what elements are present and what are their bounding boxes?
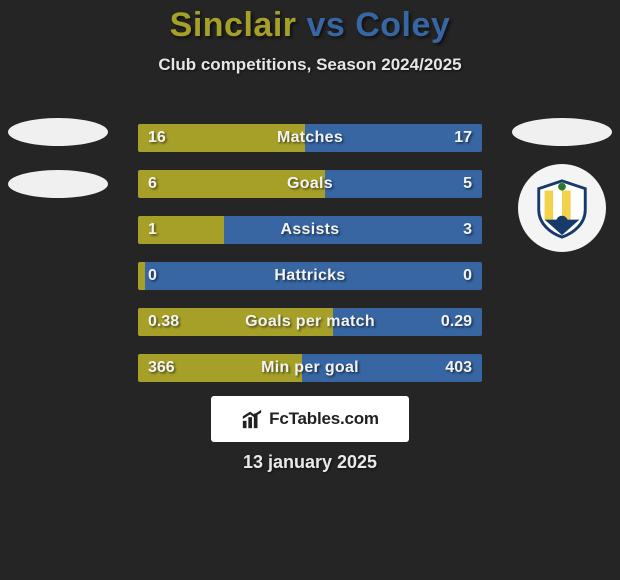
stat-value-left: 366: [148, 354, 175, 382]
title-player-1: Sinclair: [170, 6, 297, 44]
shield-icon: [531, 177, 593, 239]
stat-value-left: 6: [148, 170, 157, 198]
comparison-bars: 16 17 Matches 6 5 Goals 1 3 Assists 0 0 Hattricks 0.…: [138, 124, 482, 400]
stat-label: Goals: [287, 170, 333, 198]
stat-bar-left: [138, 262, 145, 290]
right-avatar-column: [512, 118, 612, 252]
stat-value-right: 0.29: [441, 308, 472, 336]
stat-label: Hattricks: [274, 262, 345, 290]
player-photo-placeholder: [8, 118, 108, 146]
stat-row: 0 0 Hattricks: [138, 262, 482, 290]
page-title: Sinclair vs Coley: [0, 0, 620, 45]
site-badge[interactable]: FcTables.com: [211, 396, 409, 442]
stat-value-right: 0: [463, 262, 472, 290]
title-player-2: Coley: [355, 6, 450, 44]
stat-label: Assists: [280, 216, 339, 244]
stat-value-right: 5: [463, 170, 472, 198]
left-avatar-column: [8, 118, 108, 198]
title-vs: vs: [306, 6, 345, 44]
stat-value-left: 0: [148, 262, 157, 290]
stat-row: 6 5 Goals: [138, 170, 482, 198]
site-name: FcTables.com: [269, 409, 379, 429]
stat-value-left: 0.38: [148, 308, 179, 336]
club-crest: [518, 164, 606, 252]
stat-row: 1 3 Assists: [138, 216, 482, 244]
bar-chart-icon: [241, 408, 263, 430]
stat-value-right: 403: [445, 354, 472, 382]
player-photo-placeholder: [512, 118, 612, 146]
stat-bar-right: [224, 216, 482, 244]
stat-value-right: 17: [454, 124, 472, 152]
stat-value-left: 16: [148, 124, 166, 152]
stat-bar-right: [325, 170, 482, 198]
stat-label: Goals per match: [245, 308, 375, 336]
stat-row: 366 403 Min per goal: [138, 354, 482, 382]
snapshot-date: 13 january 2025: [243, 452, 377, 473]
stat-row: 0.38 0.29 Goals per match: [138, 308, 482, 336]
stat-value-right: 3: [463, 216, 472, 244]
stat-label: Matches: [277, 124, 343, 152]
stat-label: Min per goal: [261, 354, 359, 382]
stat-value-left: 1: [148, 216, 157, 244]
club-logo-placeholder: [8, 170, 108, 198]
subtitle: Club competitions, Season 2024/2025: [0, 55, 620, 75]
stat-row: 16 17 Matches: [138, 124, 482, 152]
